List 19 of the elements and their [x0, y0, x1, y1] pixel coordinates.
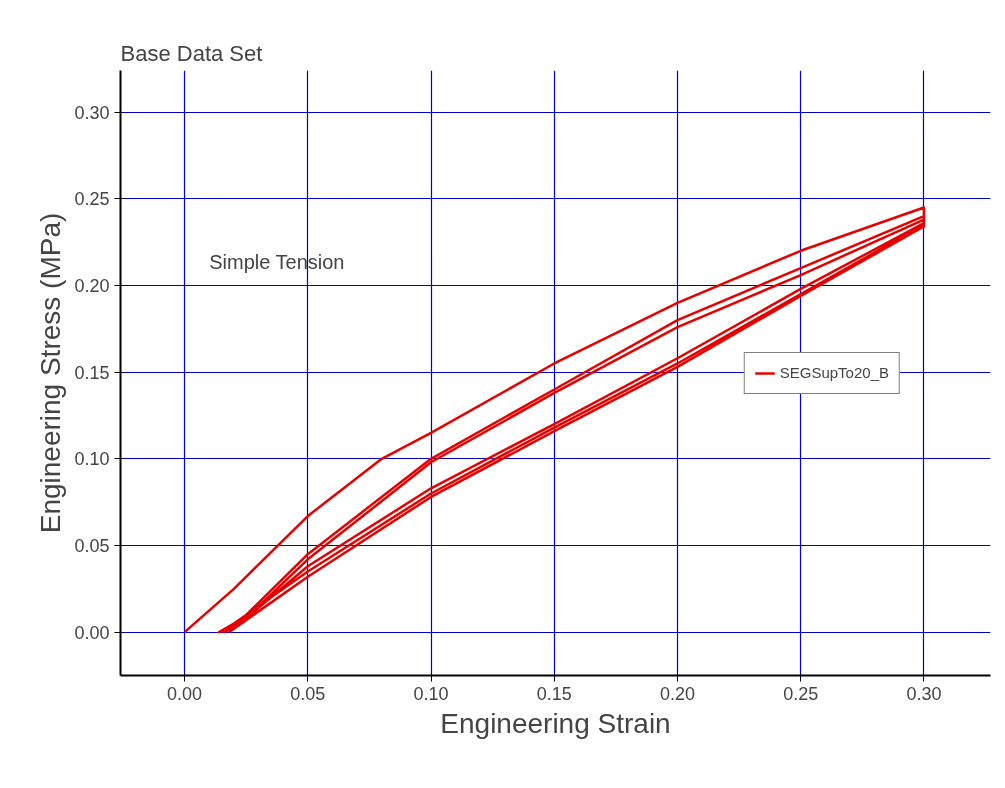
x-tick-label: 0.20	[659, 683, 696, 704]
x-tick-label: 0.30	[906, 683, 942, 704]
x-tick-label: 0.10	[413, 683, 449, 704]
y-tick-label: 0.30	[74, 102, 110, 123]
y-tick-label: 0.00	[74, 622, 110, 643]
x-tick-label: 0.00	[167, 683, 203, 704]
line-series	[183, 206, 926, 634]
y-tick-label: 0.20	[74, 275, 110, 296]
y-axis-title: Engineering Stress (MPa)	[35, 212, 67, 534]
y-tick-label: 0.25	[74, 189, 110, 210]
x-tick-label: 0.15	[536, 683, 572, 704]
y-tick-label: 0.10	[74, 449, 110, 470]
x-axis-title: Engineering Strain	[440, 707, 671, 739]
y-tick-label: 0.15	[74, 362, 110, 383]
y-tick-label: 0.05	[74, 535, 110, 556]
legend-label: SEGSupTo20_B	[779, 364, 889, 381]
chart-title: Base Data Set	[120, 40, 263, 66]
x-tick-label: 0.25	[783, 683, 819, 704]
x-tick-label: 0.05	[290, 683, 326, 704]
